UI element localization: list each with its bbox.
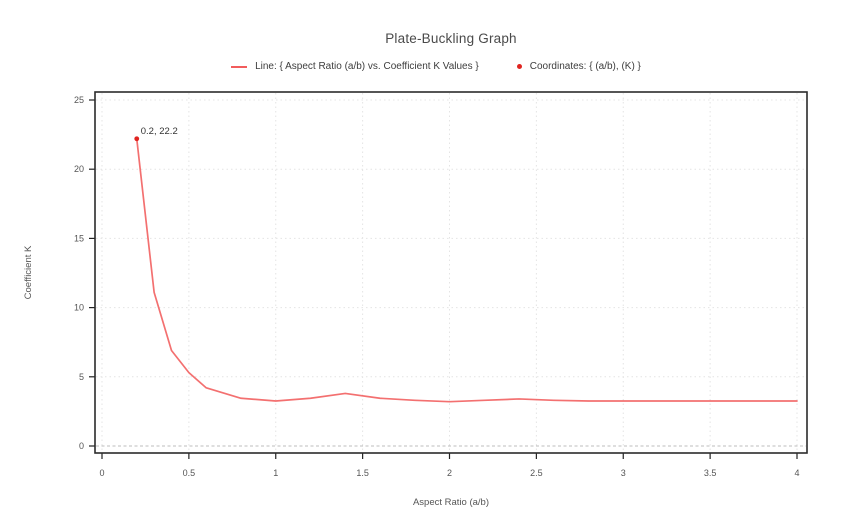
x-tick-label: 0 bbox=[99, 468, 104, 478]
y-tick-label: 0 bbox=[79, 441, 84, 451]
chart-title: Plate-Buckling Graph bbox=[385, 31, 517, 46]
legend-item-line[interactable]: Line: { Aspect Ratio (a/b) vs. Coefficie… bbox=[231, 61, 479, 72]
legend-coordinates-label: Coordinates: { (a/b), (K) } bbox=[529, 61, 641, 72]
y-tick-label: 25 bbox=[74, 95, 84, 105]
y-tick-label: 15 bbox=[74, 233, 84, 243]
line-swatch-icon bbox=[231, 65, 248, 68]
x-tick-label: 3.5 bbox=[704, 468, 717, 478]
y-tick-label: 5 bbox=[79, 372, 84, 382]
point-swatch-icon bbox=[516, 64, 522, 69]
x-tick-label: 4 bbox=[794, 468, 799, 478]
series-line[interactable] bbox=[135, 137, 798, 403]
y-tick-label: 20 bbox=[74, 164, 84, 174]
x-tick-label: 2 bbox=[447, 468, 452, 478]
x-tick-label: 3 bbox=[621, 468, 626, 478]
y-axis-label: Coefficient K bbox=[23, 245, 34, 299]
legend-line-label: Line: { Aspect Ratio (a/b) vs. Coefficie… bbox=[255, 61, 479, 72]
x-tick-label: 1.5 bbox=[356, 468, 369, 478]
data-point[interactable] bbox=[134, 136, 140, 142]
x-axis-label: Aspect Ratio (a/b) bbox=[413, 497, 489, 508]
x-tick-label: 1 bbox=[273, 468, 278, 478]
legend-item-coordinates[interactable]: Coordinates: { (a/b), (K) } bbox=[516, 61, 641, 72]
y-tick-label: 10 bbox=[74, 303, 84, 313]
plot-border bbox=[94, 91, 808, 454]
x-tick-label: 2.5 bbox=[530, 468, 543, 478]
chart-legend: Line: { Aspect Ratio (a/b) vs. Coefficie… bbox=[12, 61, 848, 72]
x-tick-label: 0.5 bbox=[183, 468, 196, 478]
point-label: 0.2, 22.2 bbox=[141, 126, 178, 137]
